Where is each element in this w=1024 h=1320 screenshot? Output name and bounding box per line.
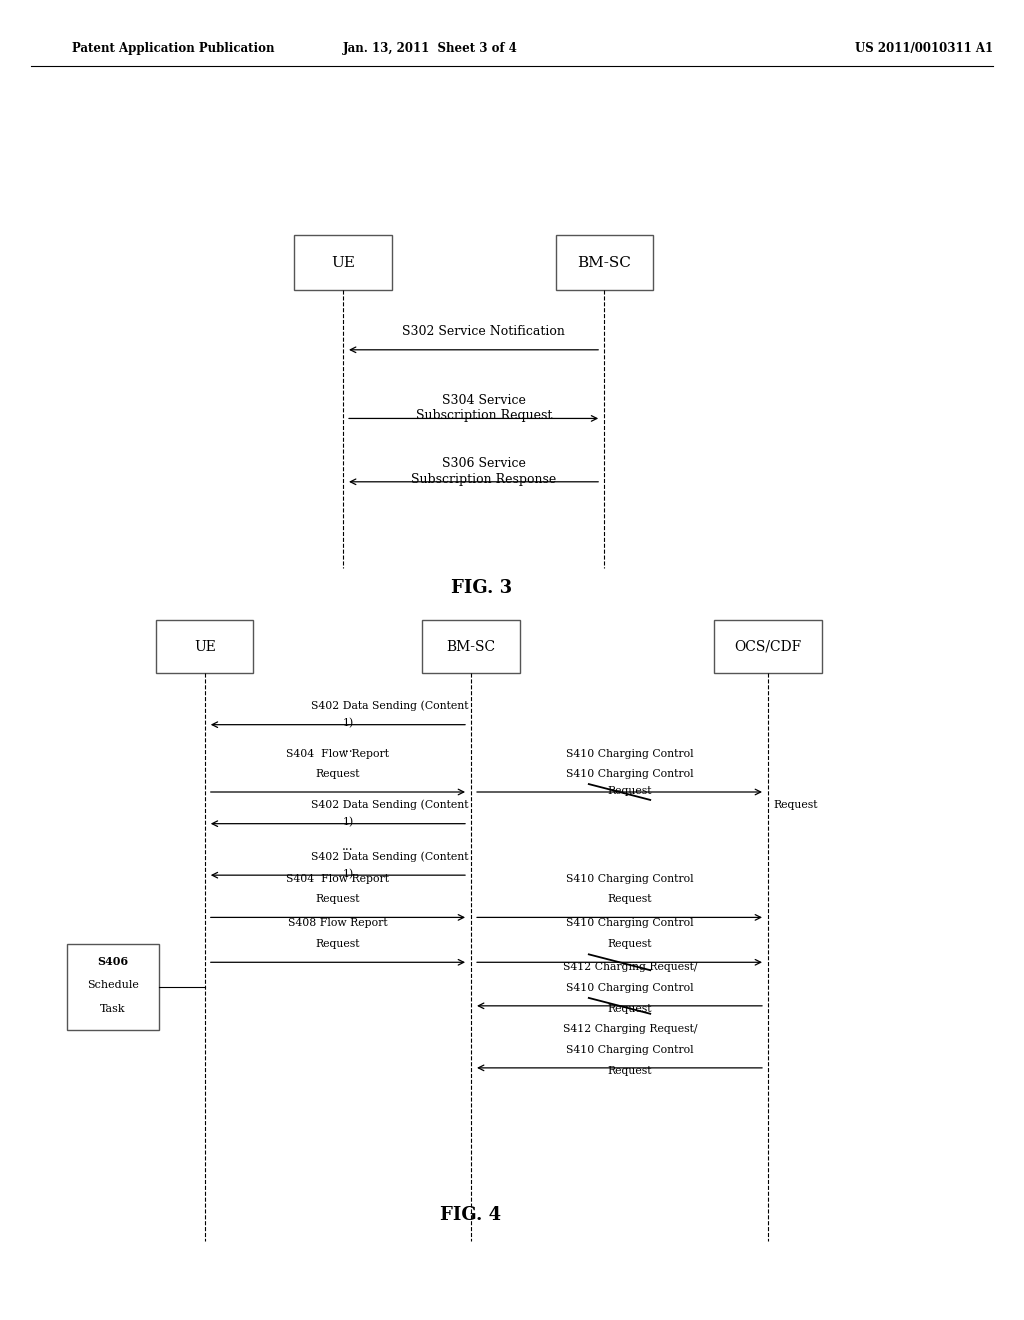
Text: Subscription Request: Subscription Request	[416, 409, 552, 422]
Bar	[715, 620, 821, 673]
Text: 1): 1)	[343, 817, 353, 828]
Text: S402 Data Sending (Content: S402 Data Sending (Content	[311, 701, 469, 711]
Text: S304 Service: S304 Service	[442, 393, 525, 407]
Text: S412 Charging Request/: S412 Charging Request/	[562, 1023, 697, 1034]
Text: Jan. 13, 2011  Sheet 3 of 4: Jan. 13, 2011 Sheet 3 of 4	[343, 42, 517, 55]
Text: Request: Request	[607, 1003, 652, 1014]
Text: 1): 1)	[343, 718, 353, 729]
Text: S410 Charging Control: S410 Charging Control	[566, 982, 693, 993]
Text: S306 Service: S306 Service	[442, 457, 525, 470]
Text: Request: Request	[773, 800, 817, 810]
Text: FIG. 3: FIG. 3	[451, 578, 512, 597]
Text: ...: ...	[342, 840, 354, 853]
Text: Schedule: Schedule	[87, 981, 138, 990]
Text: Request: Request	[607, 894, 652, 904]
Bar	[423, 620, 520, 673]
Text: ...: ...	[342, 742, 354, 755]
Text: S402 Data Sending (Content: S402 Data Sending (Content	[311, 800, 469, 810]
Text: S410 Charging Control: S410 Charging Control	[566, 917, 693, 928]
Text: UE: UE	[331, 256, 355, 269]
Text: OCS/CDF: OCS/CDF	[734, 640, 802, 653]
Text: S410 Charging Control: S410 Charging Control	[566, 748, 693, 759]
Text: S410 Charging Control: S410 Charging Control	[566, 874, 693, 884]
Text: 1): 1)	[343, 869, 353, 879]
Text: Request: Request	[607, 785, 652, 796]
Bar	[67, 944, 159, 1030]
Bar	[157, 620, 254, 673]
Text: BM-SC: BM-SC	[578, 256, 631, 269]
Text: UE: UE	[194, 640, 216, 653]
Text: BM-SC: BM-SC	[446, 640, 496, 653]
Text: S410 Charging Control: S410 Charging Control	[566, 1044, 693, 1055]
Text: Request: Request	[607, 1065, 652, 1076]
Text: Patent Application Publication: Patent Application Publication	[72, 42, 274, 55]
Text: FIG. 4: FIG. 4	[440, 1205, 502, 1224]
Text: Request: Request	[315, 939, 360, 949]
Text: S406: S406	[97, 956, 128, 968]
Text: US 2011/0010311 A1: US 2011/0010311 A1	[855, 42, 993, 55]
Bar	[555, 235, 653, 290]
Text: S410 Charging Control: S410 Charging Control	[566, 768, 693, 779]
Text: S404  Flow Report: S404 Flow Report	[287, 874, 389, 884]
Text: S404  Flow Report: S404 Flow Report	[287, 748, 389, 759]
Text: Subscription Response: Subscription Response	[412, 473, 556, 486]
Text: S402 Data Sending (Content: S402 Data Sending (Content	[311, 851, 469, 862]
Text: Task: Task	[99, 1005, 126, 1014]
Text: S412 Charging Request/: S412 Charging Request/	[562, 961, 697, 972]
Bar	[295, 235, 392, 290]
Text: Request: Request	[315, 894, 360, 904]
Text: S302 Service Notification: S302 Service Notification	[402, 325, 565, 338]
Text: S408 Flow Report: S408 Flow Report	[288, 917, 388, 928]
Text: Request: Request	[607, 939, 652, 949]
Text: Request: Request	[315, 768, 360, 779]
